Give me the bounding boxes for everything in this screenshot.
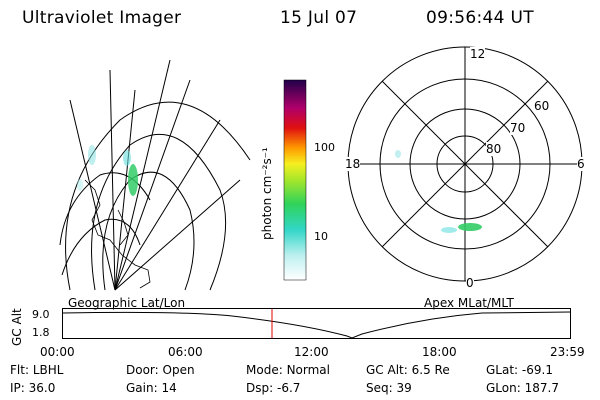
altitude-plot — [62, 308, 571, 339]
header-time: 09:56:44 UT — [426, 8, 534, 28]
altitude-ytick-min: 1.8 — [32, 326, 50, 339]
polar-plot — [347, 46, 583, 282]
info-dsp: Dsp: -6.7 — [246, 381, 301, 395]
aurora-emission — [128, 164, 138, 196]
altitude-ytick-max: 9.0 — [32, 308, 50, 321]
lat-label-60: 60 — [534, 99, 550, 113]
colorbar-tick-10: 10 — [314, 230, 328, 243]
time-tick-1800: 18:00 — [422, 345, 457, 359]
right-panel-label: Apex MLat/MLT — [424, 296, 514, 310]
mlt-label-0: 0 — [466, 276, 474, 290]
mlt-label-12: 12 — [470, 47, 486, 61]
mlt-label-18: 18 — [345, 157, 361, 171]
header-date: 15 Jul 07 — [280, 8, 358, 28]
colorbar-unit-label: photon cm⁻²s⁻¹ — [260, 147, 274, 240]
info-glon: GLon: 187.7 — [486, 381, 559, 395]
info-seq: Seq: 39 — [366, 381, 412, 395]
info-gain: Gain: 14 — [126, 381, 177, 395]
color-scale-bar — [283, 79, 307, 281]
geographic-map — [59, 59, 251, 291]
colorbar-tick-100: 100 — [314, 141, 335, 154]
info-gc-alt: GC Alt: 6.5 Re — [366, 363, 450, 377]
lat-label-80: 80 — [486, 142, 502, 156]
info-mode: Mode: Normal — [246, 363, 330, 377]
info-flt: Flt: LBHL — [10, 363, 64, 377]
info-ip: IP: 36.0 — [10, 381, 56, 395]
lat-label-70: 70 — [510, 121, 526, 135]
info-door: Door: Open — [126, 363, 195, 377]
altitude-curve — [62, 311, 571, 339]
info-glat: GLat: -69.1 — [486, 363, 553, 377]
left-panel-label: Geographic Lat/Lon — [68, 296, 186, 310]
time-tick-0600: 06:00 — [168, 345, 203, 359]
time-tick-2359: 23:59 — [550, 345, 585, 359]
mlt-label-6: 6 — [577, 157, 585, 171]
time-tick-0000: 00:00 — [40, 345, 75, 359]
time-tick-1200: 12:00 — [294, 345, 329, 359]
earth-limb — [65, 101, 251, 291]
aurora-oval — [458, 223, 482, 231]
altitude-axis-label: GC Alt — [10, 308, 24, 346]
app-title: Ultraviolet Imager — [22, 8, 182, 28]
